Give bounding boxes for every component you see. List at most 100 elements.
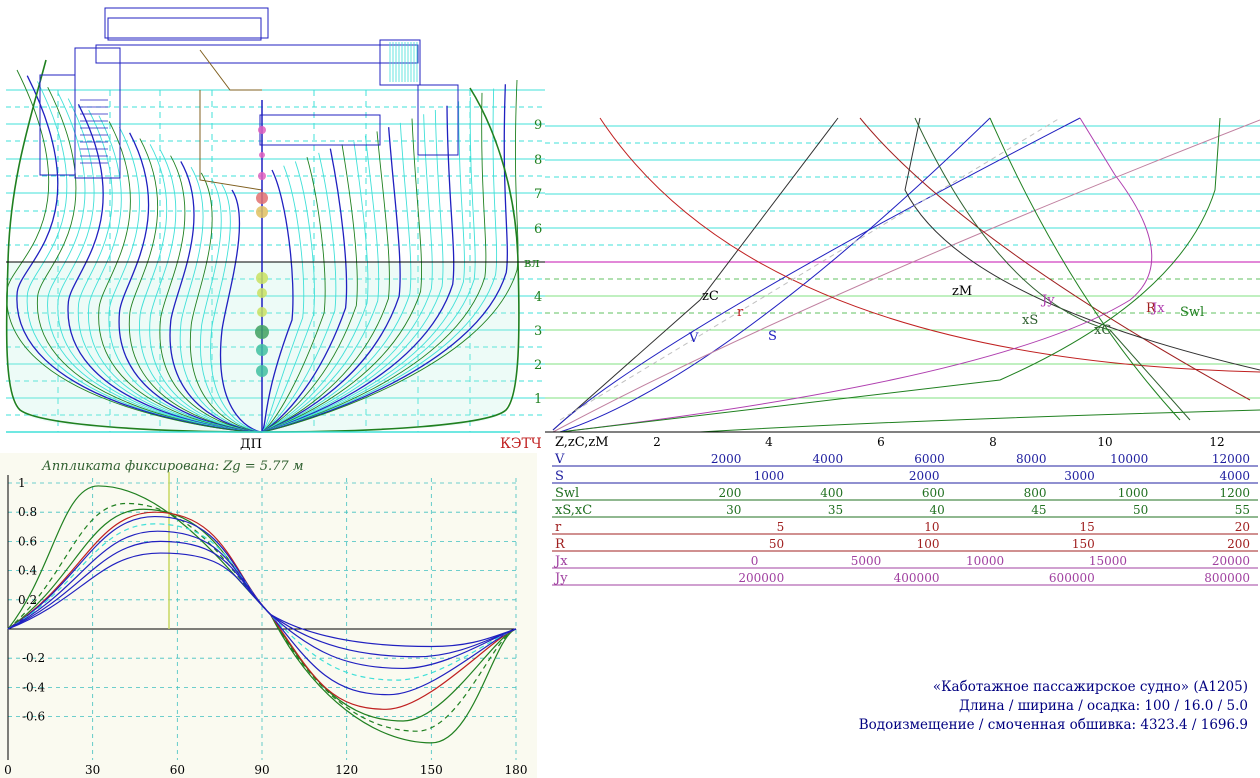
hull-section-fore: [261, 148, 348, 433]
body-plan: 1 2 3 4 вл 6 7 8 9 ДП КЭТЧ: [5, 7, 545, 452]
hull-section-fore: [261, 139, 369, 433]
hull-section-fore: [261, 105, 455, 433]
hull-section-fore: [261, 135, 380, 433]
hull-section-fore: [261, 169, 294, 433]
scale-name: Jx: [553, 554, 568, 569]
scale-tick: 800000: [1204, 571, 1250, 585]
hydro-curve: [914, 117, 1191, 421]
superstructure-block: [39, 74, 76, 176]
scale-tick: 4000: [813, 452, 844, 466]
hull-sections: [5, 59, 520, 433]
hull-section-aft: [199, 178, 263, 433]
superstructure-detail: [199, 49, 263, 191]
ketch-label: КЭТЧ: [500, 436, 542, 452]
waterline-label: 2: [534, 358, 542, 373]
hydro-curve: [699, 409, 1260, 433]
hull-section-aft: [118, 132, 263, 433]
stability-panel: [0, 453, 537, 778]
curve-label: S: [768, 329, 777, 344]
superstructure-block: [107, 17, 262, 41]
curve-label: V: [688, 331, 699, 346]
hull-section-aft: [169, 161, 263, 433]
hull-outline-fore: [261, 87, 520, 433]
scale-tick: 40: [930, 503, 945, 517]
righting-arm-curve: [7, 552, 517, 648]
scale-tick: 15000: [1089, 554, 1127, 568]
hull-section-aft: [88, 115, 263, 433]
stability-x-tick: 60: [170, 763, 185, 777]
scale-tick: 150: [1072, 537, 1095, 551]
superstructure-block: [104, 7, 269, 39]
scale-tick: 2000: [909, 469, 940, 483]
scale-tick: 2000: [711, 452, 742, 466]
hydro-curve: [552, 117, 1081, 431]
stability-y-tick: -0.2: [22, 651, 45, 665]
waterline-label: 7: [534, 187, 542, 202]
center-point: [256, 344, 268, 356]
z-tick: 6: [877, 435, 885, 449]
center-point: [257, 288, 267, 298]
center-point: [259, 152, 265, 158]
scale-tick: 600: [922, 486, 945, 500]
scale-tick: 15: [1079, 520, 1094, 534]
stability-x-tick: 30: [85, 763, 100, 777]
hydro-curve: [989, 117, 1181, 421]
hull-section-aft: [108, 126, 263, 433]
scale-tick: 20000: [1212, 554, 1250, 568]
vessel-info: «Каботажное пассажирское судно» (A1205) …: [859, 679, 1248, 733]
scale-name: R: [555, 537, 566, 552]
scale-name: V: [554, 452, 565, 467]
curve-label: Swl: [1180, 305, 1204, 320]
stability-y-tick: 0.4: [18, 564, 37, 578]
center-point: [256, 192, 268, 204]
scale-tick: 400: [820, 486, 843, 500]
superstructure: [39, 7, 459, 191]
waterline-label: 8: [534, 153, 542, 168]
scale-name: r: [555, 520, 562, 535]
scale-name: S: [555, 469, 564, 484]
vessel-title: «Каботажное пассажирское судно» (A1205): [933, 679, 1248, 695]
scale-tick: 1000: [1118, 486, 1149, 500]
stability-y-tick: 1: [18, 476, 26, 490]
hull-section-aft: [159, 155, 263, 433]
scale-tick: 20: [1235, 520, 1250, 534]
scale-tick: 50: [1133, 503, 1148, 517]
hull-section-aft: [210, 184, 263, 433]
stability-y-tick: -0.6: [22, 710, 45, 724]
hull-section-aft: [179, 166, 263, 433]
righting-arm-curve: [7, 502, 517, 732]
scale-tick: 35: [828, 503, 843, 517]
curve-label: R: [1146, 301, 1157, 316]
waterline-label: 6: [534, 222, 542, 237]
hull-section-fore: [261, 122, 412, 433]
curve-label: zM: [952, 284, 972, 299]
scale-tick: 1200: [1219, 486, 1250, 500]
scale-tick: 10000: [1110, 452, 1148, 466]
curve-label: r: [737, 305, 744, 320]
hydro-curve: [904, 117, 1260, 371]
scale-tick: 50: [769, 537, 784, 551]
center-point: [258, 172, 266, 180]
stability-x-tick: 90: [254, 763, 269, 777]
stability-y-tick: 0.8: [18, 505, 37, 519]
stability-y-tick: 0.2: [18, 593, 37, 607]
vessel-dimensions: Длина / ширина / осадка: 100 / 16.0 / 5.…: [959, 698, 1248, 714]
scale-tick: 200: [1227, 537, 1250, 551]
hull-section-fore: [261, 144, 358, 433]
scale-tick: 3000: [1064, 469, 1095, 483]
waterline-label: 4: [534, 290, 542, 305]
center-point: [255, 325, 269, 339]
hull-section-fore: [261, 161, 315, 433]
vessel-displacement: Водоизмещение / смоченная обшивка: 4323.…: [859, 717, 1248, 733]
z-tick: 10: [1097, 435, 1112, 449]
hull-section-fore: [261, 131, 390, 433]
hull-section-aft: [47, 92, 263, 433]
scale-tick: 45: [1031, 503, 1046, 517]
hull-section-aft: [57, 98, 263, 433]
center-point: [256, 272, 268, 284]
hull-section-fore: [261, 114, 433, 433]
curve-label: zC: [702, 289, 719, 304]
scale-tick: 200000: [738, 571, 784, 585]
curve-label: Jx: [1150, 301, 1165, 316]
z-tick: 12: [1209, 435, 1224, 449]
